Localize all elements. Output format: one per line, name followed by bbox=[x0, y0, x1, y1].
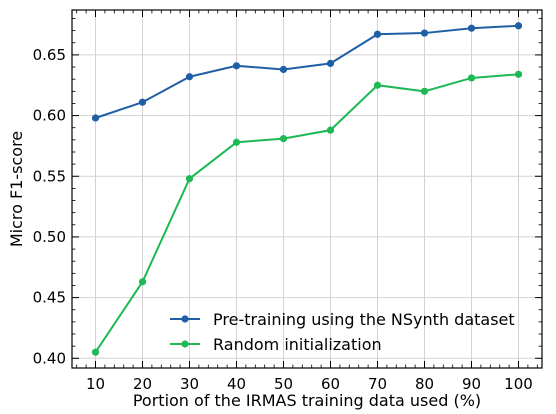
data-point-random bbox=[514, 70, 523, 78]
y-tick-label: 0.45 bbox=[33, 289, 66, 307]
y-tick-label: 0.50 bbox=[33, 228, 66, 246]
series-line-random bbox=[94, 73, 519, 353]
y-tick-label: 0.40 bbox=[33, 349, 66, 367]
data-point-pretraining bbox=[91, 114, 100, 122]
x-axis-label: Portion of the IRMAS training data used … bbox=[133, 391, 481, 410]
x-tick-label: 100 bbox=[504, 375, 533, 393]
plot-frame bbox=[71, 9, 543, 369]
data-point-random bbox=[326, 126, 335, 134]
x-tick-label: 10 bbox=[86, 375, 105, 393]
legend-entry-random: Random initialization bbox=[213, 335, 382, 354]
x-tick-label: 40 bbox=[227, 375, 246, 393]
data-point-pretraining bbox=[326, 59, 335, 67]
x-tick-labels: 10 20 30 40 50 60 70 80 90 100 bbox=[86, 375, 533, 393]
x-tick-label: 70 bbox=[368, 375, 387, 393]
y-tick-label: 0.65 bbox=[33, 46, 66, 64]
y-tick-label: 0.60 bbox=[33, 107, 66, 125]
x-tick-label: 80 bbox=[415, 375, 434, 393]
x-tick-label: 60 bbox=[321, 375, 340, 393]
series-line-pretraining bbox=[95, 24, 519, 119]
data-point-random bbox=[373, 81, 382, 89]
data-point-pretraining bbox=[232, 62, 241, 70]
tick-marks bbox=[72, 10, 542, 368]
legend-marker-random bbox=[181, 340, 189, 348]
legend: Pre-training using the NSynth dataset Ra… bbox=[170, 310, 515, 354]
legend-entry-pretraining: Pre-training using the NSynth dataset bbox=[213, 310, 515, 329]
legend-marker-pretraining bbox=[181, 315, 189, 323]
y-tick-labels: 0.40 0.45 0.50 0.55 0.60 0.65 bbox=[33, 46, 66, 367]
grid-lines bbox=[72, 10, 542, 368]
data-point-pretraining bbox=[279, 65, 288, 74]
data-point-random bbox=[232, 138, 241, 146]
series-layer bbox=[91, 22, 523, 356]
data-point-pretraining bbox=[420, 29, 429, 37]
y-axis-label: Micro F1-score bbox=[7, 131, 26, 247]
data-point-pretraining bbox=[138, 98, 147, 106]
data-point-random bbox=[467, 74, 476, 82]
data-point-pretraining bbox=[185, 73, 194, 81]
data-point-random bbox=[91, 348, 100, 356]
data-point-pretraining bbox=[467, 24, 476, 32]
x-tick-label: 20 bbox=[133, 375, 152, 393]
x-tick-label: 90 bbox=[462, 375, 481, 393]
data-point-random bbox=[185, 175, 194, 183]
y-tick-label: 0.55 bbox=[33, 167, 66, 185]
data-point-random bbox=[138, 278, 147, 286]
x-tick-label: 50 bbox=[274, 375, 293, 393]
data-point-random bbox=[279, 135, 288, 143]
data-point-pretraining bbox=[514, 22, 523, 30]
data-point-pretraining bbox=[373, 30, 382, 38]
data-point-random bbox=[420, 87, 429, 95]
x-tick-label: 30 bbox=[180, 375, 199, 393]
